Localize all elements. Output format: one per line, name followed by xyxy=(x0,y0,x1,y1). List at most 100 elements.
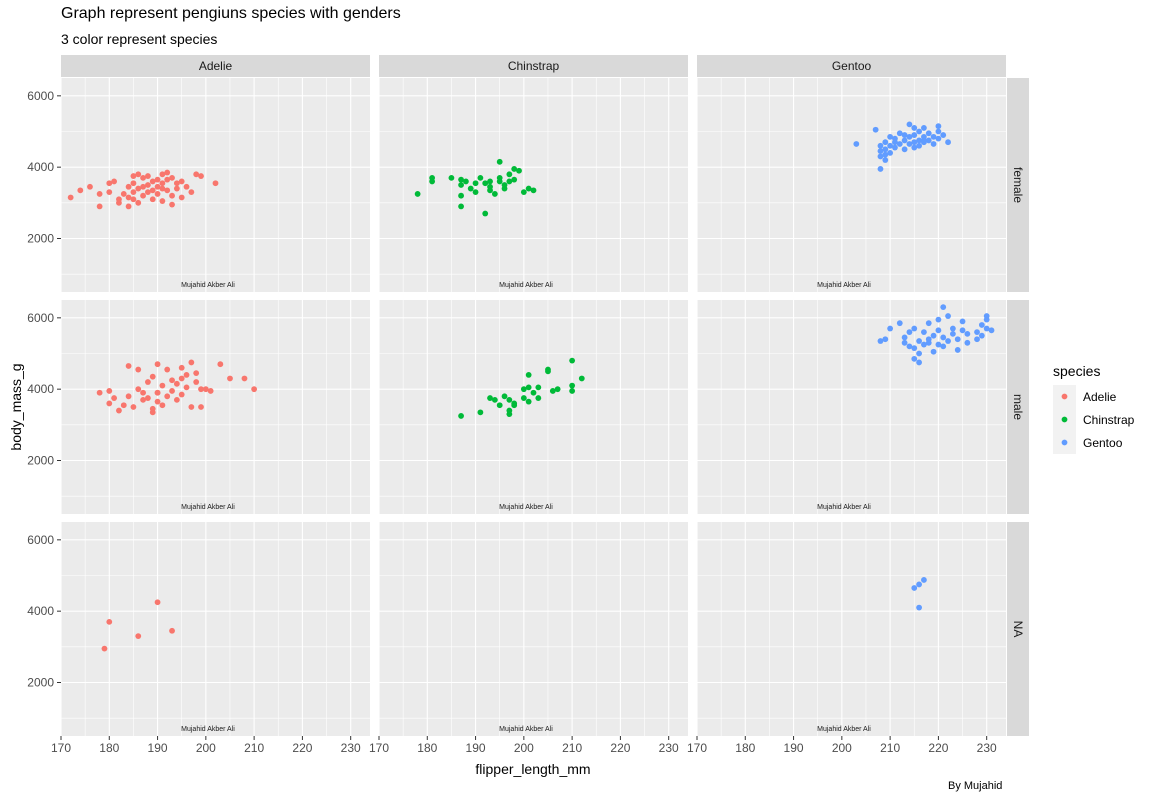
data-point-gentoo xyxy=(911,139,918,146)
data-point-adelie xyxy=(111,395,118,401)
y-axis-title: body_mass_g xyxy=(8,363,24,450)
facet-strip-gentoo xyxy=(697,55,1006,77)
facet-strip-label: Gentoo xyxy=(832,59,872,73)
data-point-chinstrap xyxy=(463,178,469,185)
panel-background xyxy=(61,300,370,514)
facet-strip-male xyxy=(1007,300,1029,514)
data-point-adelie xyxy=(164,393,171,400)
data-point-gentoo xyxy=(882,336,889,343)
facet-strip-chinstrap xyxy=(379,55,688,77)
panel-watermark: Mujahid Akber Ali xyxy=(817,726,871,733)
data-point-adelie xyxy=(188,189,195,196)
data-point-adelie xyxy=(159,180,166,187)
data-point-gentoo xyxy=(916,350,922,357)
points-layer xyxy=(67,121,995,652)
data-point-adelie xyxy=(164,169,171,176)
data-point-adelie xyxy=(159,382,166,389)
data-point-gentoo xyxy=(877,153,884,160)
x-tick-label: 210 xyxy=(562,741,582,755)
data-point-chinstrap xyxy=(458,413,464,419)
x-tick-label: 200 xyxy=(196,741,216,755)
legend-swatch-adelie xyxy=(1061,393,1068,400)
data-point-adelie xyxy=(169,192,175,199)
data-point-adelie xyxy=(159,402,166,409)
data-point-adelie xyxy=(154,398,161,405)
data-point-gentoo xyxy=(916,137,922,144)
data-point-adelie xyxy=(154,191,161,197)
data-point-gentoo xyxy=(983,313,990,319)
panel-background xyxy=(61,522,370,736)
x-tick-label: 180 xyxy=(99,741,119,755)
facet-strip-label: NA xyxy=(1011,621,1025,638)
facet-strip-label: female xyxy=(1011,167,1025,203)
data-point-gentoo xyxy=(978,322,985,328)
data-point-gentoo xyxy=(964,339,971,346)
x-tick-label: 220 xyxy=(292,741,312,755)
data-point-chinstrap xyxy=(487,187,493,194)
data-point-chinstrap xyxy=(491,396,498,403)
data-point-gentoo xyxy=(916,142,922,149)
legend-label-chinstrap: Chinstrap xyxy=(1083,413,1135,427)
data-point-gentoo xyxy=(887,150,894,156)
data-point-gentoo xyxy=(935,128,942,135)
data-point-chinstrap xyxy=(525,398,532,405)
data-point-chinstrap xyxy=(487,395,493,401)
y-tick-label: 4000 xyxy=(27,382,54,396)
panel-watermark: Mujahid Akber Ali xyxy=(499,504,553,511)
chart-subtitle: 3 color represent species xyxy=(61,31,218,47)
data-point-gentoo xyxy=(921,139,927,146)
data-point-adelie xyxy=(149,373,156,380)
data-point-adelie xyxy=(159,171,166,178)
data-point-adelie xyxy=(212,180,219,187)
data-point-adelie xyxy=(77,187,84,194)
data-point-adelie xyxy=(251,386,258,393)
data-point-adelie xyxy=(125,393,132,400)
data-point-adelie xyxy=(173,396,180,403)
data-point-chinstrap xyxy=(414,191,421,197)
data-point-gentoo xyxy=(954,336,961,343)
data-point-chinstrap xyxy=(496,178,503,185)
data-point-gentoo xyxy=(959,318,966,325)
data-point-gentoo xyxy=(930,348,937,355)
facet-panel-adelie-male: Mujahid Akber Ali xyxy=(60,300,370,514)
data-point-gentoo xyxy=(906,141,913,147)
x-tick-label: 170 xyxy=(369,741,389,755)
data-point-adelie xyxy=(164,187,171,194)
data-point-adelie xyxy=(130,180,137,187)
data-point-chinstrap xyxy=(496,402,503,409)
panel-background xyxy=(379,78,688,292)
x-tick-label: 230 xyxy=(977,741,997,755)
data-point-adelie xyxy=(193,379,200,385)
y-tick-label: 6000 xyxy=(27,533,54,547)
data-point-adelie xyxy=(183,384,190,391)
data-point-gentoo xyxy=(925,130,932,137)
data-point-adelie xyxy=(154,183,161,190)
data-point-chinstrap xyxy=(578,375,585,382)
legend: species Adelie Chinstrap Gentoo xyxy=(1053,363,1135,454)
data-point-adelie xyxy=(173,380,180,387)
data-point-gentoo xyxy=(959,327,966,334)
panel-background xyxy=(697,522,1006,736)
data-point-chinstrap xyxy=(520,395,527,401)
data-point-gentoo xyxy=(906,329,913,335)
x-tick-label: 180 xyxy=(735,741,755,755)
data-point-adelie xyxy=(140,389,146,396)
data-point-gentoo xyxy=(882,157,889,163)
data-point-gentoo xyxy=(935,327,942,334)
legend-swatch-chinstrap xyxy=(1061,416,1068,423)
data-point-gentoo xyxy=(916,581,922,588)
data-point-gentoo xyxy=(901,334,908,341)
data-point-chinstrap xyxy=(520,189,527,196)
facet-strip-label: Adelie xyxy=(199,59,233,73)
panel-background xyxy=(379,300,688,514)
data-point-adelie xyxy=(96,389,103,396)
data-point-chinstrap xyxy=(530,389,537,396)
data-point-chinstrap xyxy=(458,176,464,183)
y-tick-label: 6000 xyxy=(27,89,54,103)
panel-background xyxy=(379,522,688,736)
data-point-gentoo xyxy=(949,325,956,332)
data-point-adelie xyxy=(96,203,103,210)
data-point-adelie xyxy=(178,364,185,371)
x-tick-label: 210 xyxy=(880,741,900,755)
data-point-gentoo xyxy=(911,125,918,131)
